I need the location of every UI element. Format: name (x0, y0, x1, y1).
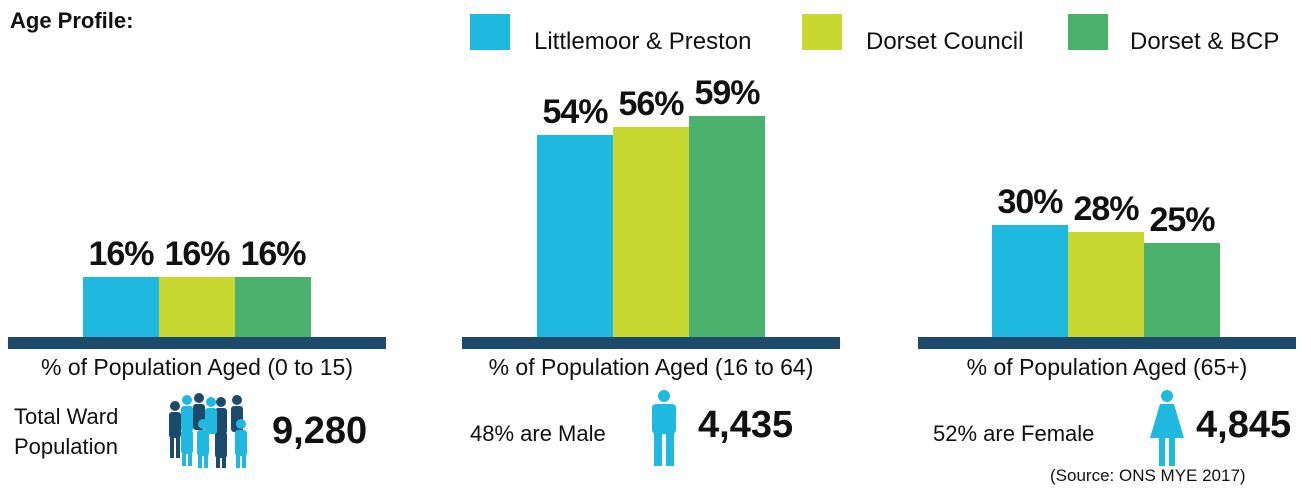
legend-label-dorset-bcp: Dorset & BCP (1130, 28, 1280, 55)
legend-label-dorset-council: Dorset Council (866, 28, 1024, 55)
bar-1-series-3 (235, 277, 311, 337)
total-population-value: 9,280 (272, 410, 368, 452)
bar-2-series-1 (537, 134, 613, 337)
category-label-0-15: % of Population Aged (0 to 15) (41, 354, 353, 380)
bar-2-series-2 (613, 127, 689, 337)
baseline-group-2 (462, 337, 840, 349)
total-ward-label-line1: Total Ward (14, 404, 119, 429)
bar-1-series-2 (159, 277, 235, 337)
legend-swatch-dorset-bcp (1068, 14, 1108, 50)
total-ward-label-line2: Population (14, 434, 118, 459)
people-group-icon (169, 393, 247, 468)
male-population-value: 4,435 (698, 404, 794, 446)
female-person-icon (1150, 390, 1184, 466)
male-percentage-label: 48% are Male (470, 421, 606, 446)
bar-1-series-1 (83, 277, 159, 337)
baseline-group-1 (8, 337, 386, 349)
male-person-icon (652, 390, 676, 466)
female-percentage-label: 52% are Female (933, 421, 1095, 446)
bar-3-series-2 (1068, 232, 1144, 337)
bar-3-series-1 (992, 224, 1068, 337)
category-label-65-plus: % of Population Aged (65+) (966, 354, 1248, 380)
bar-value-label-1-3: 16% (240, 235, 306, 273)
baseline-group-3 (918, 337, 1296, 349)
bar-value-label-2-1: 54% (542, 92, 608, 131)
legend-label-littlemoor: Littlemoor & Preston (534, 28, 752, 55)
source-note: (Source: ONS MYE 2017) (1050, 466, 1246, 485)
legend-swatch-dorset-council (802, 14, 842, 50)
bar-value-label-3-2: 28% (1073, 190, 1139, 228)
bar-2-series-3 (689, 115, 765, 337)
bar-value-label-1-1: 16% (88, 235, 154, 273)
bar-value-label-3-3: 25% (1149, 201, 1215, 240)
female-population-value: 4,845 (1196, 404, 1292, 446)
page-title: Age Profile: (10, 8, 134, 33)
bar-value-label-2-2: 56% (618, 85, 684, 123)
bar-3-series-3 (1144, 243, 1220, 337)
bar-value-label-2-3: 59% (694, 73, 760, 112)
bar-value-label-3-1: 30% (997, 182, 1063, 221)
bar-value-label-1-2: 16% (164, 235, 230, 273)
category-label-16-64: % of Population Aged (16 to 64) (488, 354, 814, 380)
legend-swatch-littlemoor (470, 14, 510, 50)
